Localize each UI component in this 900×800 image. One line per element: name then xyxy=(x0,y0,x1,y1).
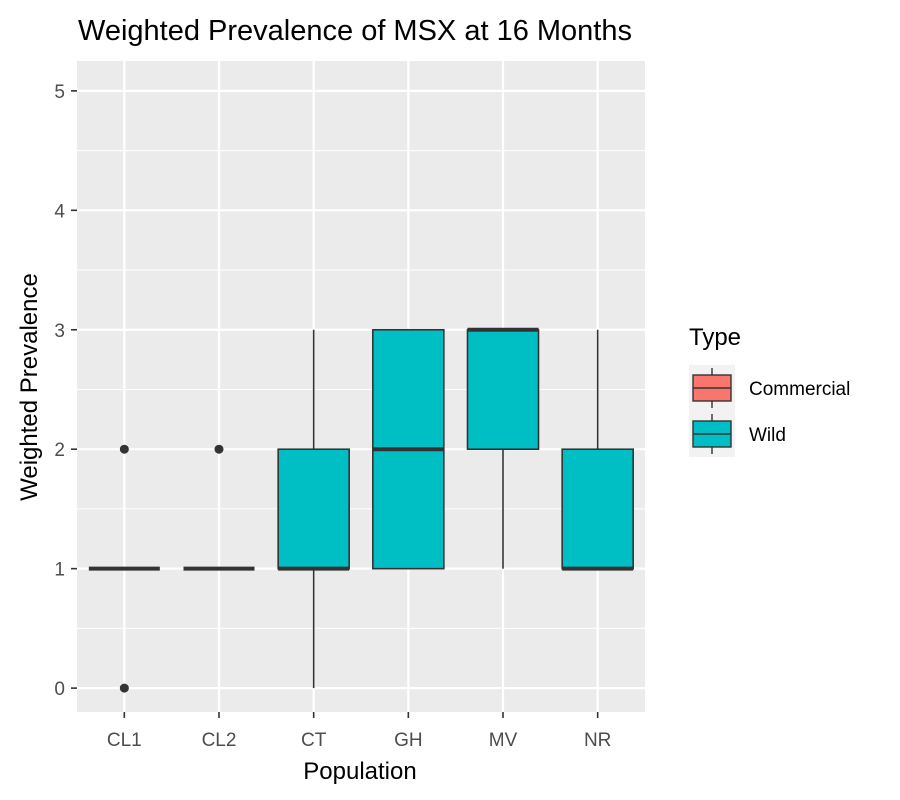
boxplot-cl1 xyxy=(88,444,160,693)
y-tick-label: 3 xyxy=(54,321,65,342)
axes: 0 1 2 3 4 5 CL1 CL2 CT GH MV NR xyxy=(54,82,611,751)
x-axis-title: Population xyxy=(303,758,416,785)
outlier-point xyxy=(214,444,224,454)
x-tick-label: CT xyxy=(301,730,327,751)
y-tick-label: 4 xyxy=(54,201,65,222)
boxplot-ct xyxy=(277,329,350,689)
chart-title: Weighted Prevalence of MSX at 16 Months xyxy=(78,15,632,47)
y-tick-label: 5 xyxy=(54,82,65,103)
y-tick-label: 1 xyxy=(54,560,65,581)
x-tick-label: MV xyxy=(489,730,518,751)
boxplot-cl2 xyxy=(183,444,255,571)
x-tick-label: NR xyxy=(584,730,611,751)
boxplot-gh xyxy=(372,328,445,570)
box-plots xyxy=(88,327,634,693)
box xyxy=(466,328,540,451)
y-tick-label: 2 xyxy=(54,440,65,461)
box xyxy=(277,448,350,570)
legend: Type Commercial Wild xyxy=(689,324,850,457)
outlier-point xyxy=(119,683,129,693)
outlier-point xyxy=(119,444,129,454)
legend-item-wild: Wild xyxy=(692,414,786,454)
plot-panel xyxy=(77,61,645,712)
y-axis-title: Weighted Prevalence xyxy=(16,273,43,501)
legend-label: Commercial xyxy=(749,379,850,400)
boxplot-mv xyxy=(466,327,540,569)
legend-label: Wild xyxy=(749,425,786,446)
x-tick-label: CL2 xyxy=(202,730,237,751)
x-tick-label: GH xyxy=(394,730,423,751)
legend-item-commercial: Commercial xyxy=(692,368,850,408)
legend-title: Type xyxy=(689,324,741,351)
x-tick-label: CL1 xyxy=(107,730,142,751)
y-tick-label: 0 xyxy=(54,679,65,700)
box xyxy=(561,448,634,570)
boxplot-nr xyxy=(561,329,634,571)
